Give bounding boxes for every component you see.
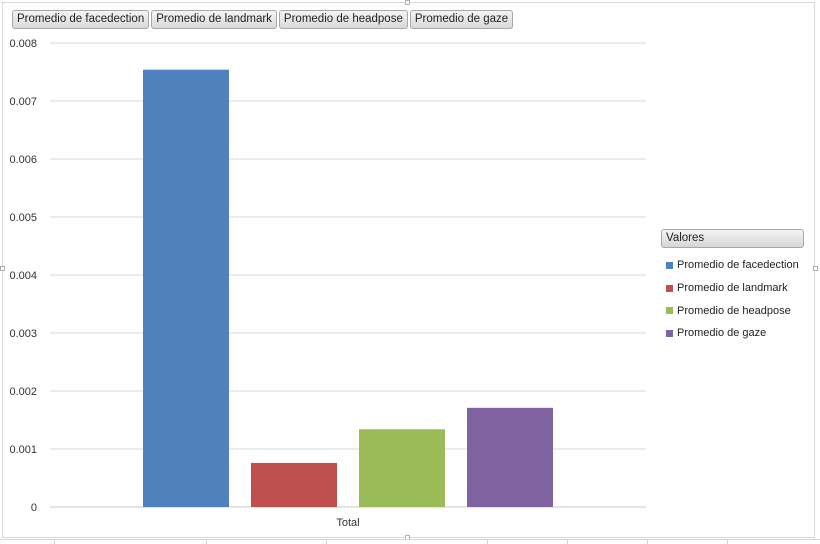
resize-handle-left[interactable] bbox=[0, 266, 5, 271]
sheet-column-line bbox=[487, 539, 488, 544]
sheet-column-line bbox=[326, 539, 327, 544]
sheet-gridline bbox=[0, 539, 820, 544]
legend-title-button[interactable]: Valores bbox=[661, 229, 804, 248]
y-tick-label: 0.002 bbox=[9, 386, 37, 398]
field-button-facedection[interactable]: Promedio de facedection bbox=[12, 10, 150, 29]
legend-swatch bbox=[666, 307, 673, 315]
legend-entry-gaze[interactable]: Promedio de gaze bbox=[666, 322, 804, 345]
bar-4 bbox=[467, 407, 553, 507]
legend: Valores Promedio de facedection Promedio… bbox=[661, 229, 804, 345]
bar-1 bbox=[143, 69, 229, 508]
legend-entry-headpose[interactable]: Promedio de headpose bbox=[666, 299, 804, 322]
legend-swatch bbox=[666, 261, 673, 269]
field-button-landmark[interactable]: Promedio de landmark bbox=[151, 10, 277, 29]
pivot-field-buttons: Promedio de facedection Promedio de land… bbox=[12, 10, 514, 29]
x-tick-label: Total bbox=[336, 517, 359, 529]
resize-handle-right[interactable] bbox=[813, 266, 818, 271]
y-tick-label: 0.003 bbox=[9, 328, 37, 340]
legend-label: Promedio de landmark bbox=[677, 282, 788, 295]
y-tick-label: 0.008 bbox=[9, 38, 37, 50]
legend-label: Promedio de gaze bbox=[677, 327, 767, 340]
resize-handle-top[interactable] bbox=[405, 0, 410, 5]
legend-entry-facedection[interactable]: Promedio de facedection bbox=[666, 254, 804, 277]
legend-entry-landmark[interactable]: Promedio de landmark bbox=[666, 277, 804, 300]
bar-3 bbox=[359, 429, 445, 507]
sheet-column-line bbox=[206, 539, 207, 544]
sheet-column-line bbox=[727, 539, 728, 544]
y-tick-label: 0.001 bbox=[9, 444, 37, 456]
field-button-headpose[interactable]: Promedio de headpose bbox=[278, 10, 408, 29]
legend-label: Promedio de facedection bbox=[677, 259, 799, 272]
field-button-gaze[interactable]: Promedio de gaze bbox=[409, 10, 514, 29]
legend-swatch bbox=[666, 284, 673, 292]
y-tick-label: 0.007 bbox=[9, 96, 37, 108]
legend-label: Promedio de headpose bbox=[677, 304, 791, 317]
y-tick-label: 0.005 bbox=[9, 212, 37, 224]
sheet-column-line bbox=[567, 539, 568, 544]
y-tick-label: 0 bbox=[31, 502, 37, 514]
sheet-column-line bbox=[54, 539, 55, 544]
bar-2 bbox=[251, 462, 337, 507]
y-tick-label: 0.006 bbox=[9, 154, 37, 166]
legend-swatch bbox=[666, 329, 673, 337]
legend-entries: Promedio de facedection Promedio de land… bbox=[661, 254, 804, 345]
y-tick-label: 0.004 bbox=[9, 270, 37, 282]
sheet-column-line bbox=[647, 539, 648, 544]
